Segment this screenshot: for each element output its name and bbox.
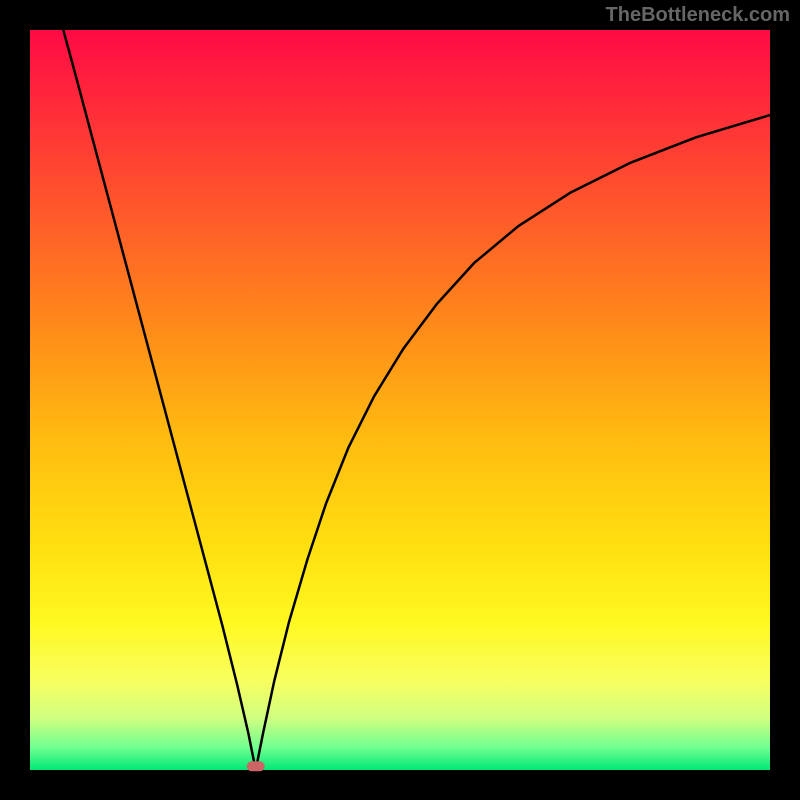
- chart-svg: [0, 0, 800, 800]
- optimal-point-marker: [247, 761, 265, 771]
- bottleneck-chart: TheBottleneck.com: [0, 0, 800, 800]
- watermark-text: TheBottleneck.com: [606, 4, 790, 27]
- chart-background: [30, 30, 770, 770]
